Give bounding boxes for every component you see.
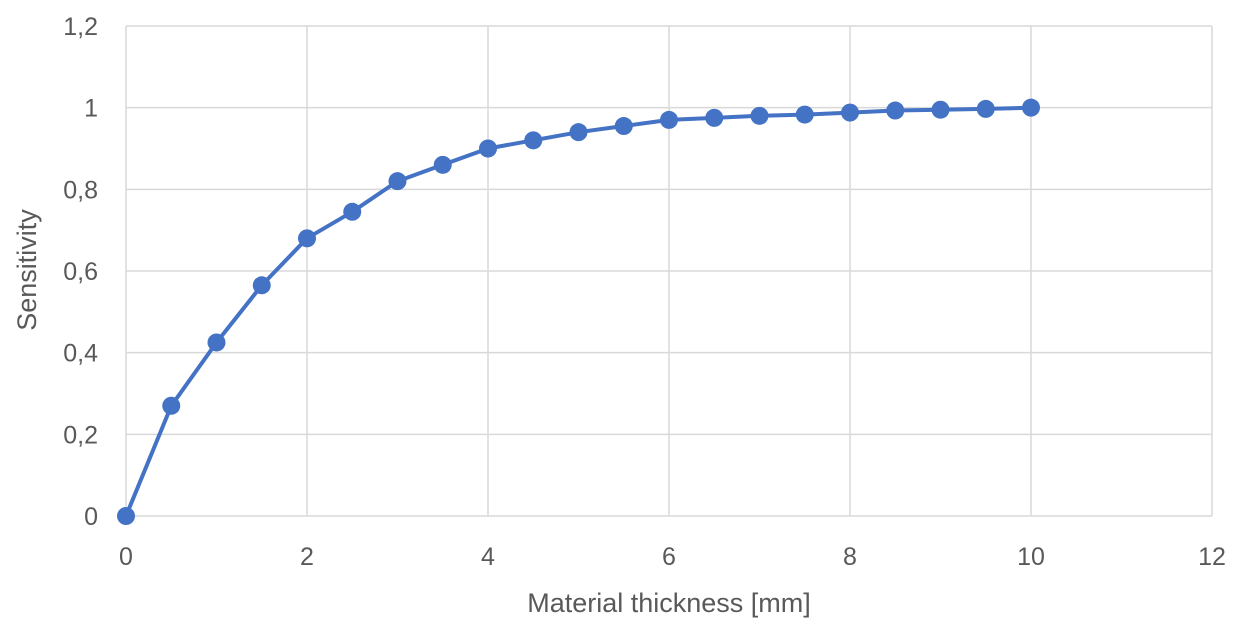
tick-labels: 0 0,2 0,4 0,6 0,8 1 1,2 0 2 4 6 8 10 12 <box>63 13 1226 571</box>
gridlines <box>125 25 1213 517</box>
data-point <box>795 105 814 124</box>
x-axis-title: Material thickness [mm] <box>527 588 811 618</box>
series-layer <box>117 98 1040 525</box>
x-tick-label: 10 <box>1017 543 1045 571</box>
y-tick-label: 0 <box>84 503 98 531</box>
x-tick-label: 4 <box>481 543 495 571</box>
y-tick-label: 1 <box>84 95 98 123</box>
data-point <box>479 139 497 158</box>
data-point <box>433 155 452 174</box>
data-point <box>343 202 362 221</box>
data-point <box>660 110 678 129</box>
x-tick-label: 8 <box>843 543 857 571</box>
y-tick-label: 1,2 <box>63 13 98 41</box>
data-point <box>976 99 995 118</box>
y-tick-label: 0,2 <box>63 421 98 449</box>
y-tick-label: 0,6 <box>63 258 98 286</box>
data-point <box>524 131 543 150</box>
data-point <box>931 100 950 119</box>
data-point <box>1022 98 1040 117</box>
y-tick-label: 0,4 <box>63 340 98 368</box>
data-point <box>750 106 769 125</box>
series-line <box>124 105 1033 518</box>
x-tick-label: 2 <box>300 543 314 571</box>
data-point <box>298 229 316 248</box>
data-point <box>207 333 226 352</box>
y-tick-label: 0,8 <box>63 176 98 204</box>
data-point <box>162 396 181 415</box>
x-tick-label: 12 <box>1198 543 1226 571</box>
data-point <box>569 123 588 142</box>
x-tick-label: 6 <box>662 543 676 571</box>
data-point <box>841 103 859 122</box>
data-point <box>252 276 271 295</box>
data-point <box>886 101 905 120</box>
y-axis-title: Sensitivity <box>12 209 42 331</box>
x-tick-label: 0 <box>119 543 133 571</box>
data-point <box>388 172 407 191</box>
data-point <box>705 108 724 127</box>
data-point <box>614 117 633 136</box>
data-point <box>117 507 135 525</box>
